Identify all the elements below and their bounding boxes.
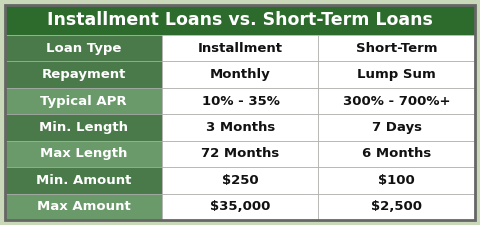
Bar <box>162 194 319 220</box>
Text: Short-Term: Short-Term <box>356 42 437 55</box>
Text: Monthly: Monthly <box>210 68 271 81</box>
Text: Typical APR: Typical APR <box>40 94 127 108</box>
Bar <box>319 141 475 167</box>
Text: 6 Months: 6 Months <box>362 147 432 160</box>
Bar <box>319 61 475 88</box>
Text: Installment Loans vs. Short-Term Loans: Installment Loans vs. Short-Term Loans <box>47 11 433 29</box>
Text: Installment: Installment <box>198 42 283 55</box>
Text: $35,000: $35,000 <box>210 200 271 213</box>
Bar <box>5 114 162 141</box>
Text: $2,500: $2,500 <box>371 200 422 213</box>
Bar <box>162 114 319 141</box>
Text: 7 Days: 7 Days <box>372 121 422 134</box>
Bar <box>162 167 319 194</box>
Text: $100: $100 <box>378 174 415 187</box>
Bar <box>5 167 162 194</box>
Text: $250: $250 <box>222 174 259 187</box>
Text: Repayment: Repayment <box>42 68 126 81</box>
Text: 72 Months: 72 Months <box>201 147 279 160</box>
Bar <box>5 35 162 61</box>
Bar <box>162 61 319 88</box>
Text: Max Length: Max Length <box>40 147 127 160</box>
Bar <box>5 88 162 114</box>
Bar <box>5 141 162 167</box>
Bar <box>319 35 475 61</box>
Bar <box>319 194 475 220</box>
Text: Min. Amount: Min. Amount <box>36 174 132 187</box>
Text: 10% - 35%: 10% - 35% <box>202 94 279 108</box>
Bar <box>5 61 162 88</box>
Bar <box>162 88 319 114</box>
Bar <box>162 35 319 61</box>
Text: Min. Length: Min. Length <box>39 121 128 134</box>
Bar <box>5 5 475 35</box>
Text: 300% - 700%+: 300% - 700%+ <box>343 94 451 108</box>
Bar <box>319 88 475 114</box>
Bar <box>5 194 162 220</box>
Bar <box>319 167 475 194</box>
Bar <box>162 141 319 167</box>
Text: Max Amount: Max Amount <box>37 200 131 213</box>
Text: Loan Type: Loan Type <box>46 42 121 55</box>
Text: Lump Sum: Lump Sum <box>358 68 436 81</box>
Bar <box>319 114 475 141</box>
Text: 3 Months: 3 Months <box>206 121 275 134</box>
